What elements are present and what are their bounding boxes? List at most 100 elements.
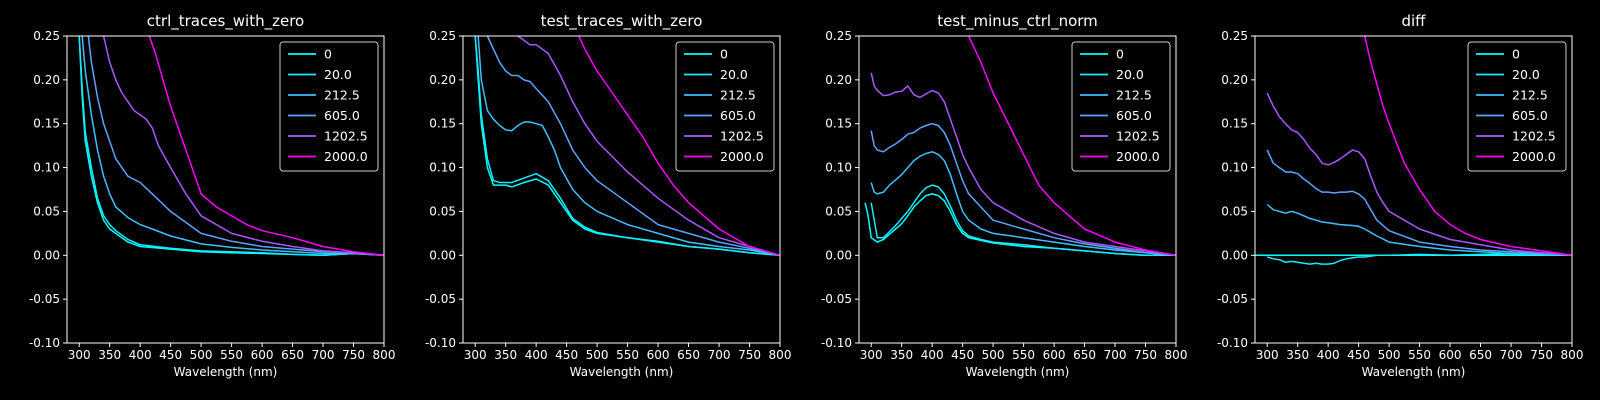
legend-label: 20.0 [324,67,352,82]
y-tick-label: 0.00 [1221,248,1248,262]
x-tick-label: 750 [342,348,365,362]
series-line-605.0 [87,36,384,257]
x-tick-label: 350 [1286,348,1309,362]
legend-label: 212.5 [720,88,756,103]
series-lines [1255,36,1572,265]
x-tick-label: 750 [1530,348,1553,362]
legend-label: 2000.0 [720,149,764,164]
legend-label: 0 [324,47,332,62]
y-tick-label: -0.10 [425,336,456,350]
chart-panel-1: test_traces_with_zero 300 350 400 450 500 550 6… [425,12,792,379]
chart-title: diff [1401,12,1426,30]
legend-label: 1202.5 [720,129,764,144]
y-tick-label: 0.10 [825,161,852,175]
series-line-20.0 [474,36,780,257]
series-line-1202.5 [870,72,1176,257]
x-axis-label: Wavelength (nm) [570,365,674,379]
legend-label: 20.0 [720,67,748,82]
x-tick-label: 700 [708,348,731,362]
y-tick-label: -0.10 [1217,336,1248,350]
x-tick-label: 450 [1347,348,1370,362]
series-line-20.0 [870,184,1176,257]
series-line-605.0 [870,122,1176,257]
x-tick-label: 450 [951,348,974,362]
x-tick-label: 350 [494,348,517,362]
x-axis-label: Wavelength (nm) [966,365,1070,379]
legend-label: 605.0 [324,108,360,123]
series-line-2000.0 [968,36,1176,257]
x-tick-label: 550 [1408,348,1431,362]
legend-label: 1202.5 [1512,129,1556,144]
x-tick-label: 800 [1561,348,1584,362]
x-tick-label: 300 [860,348,883,362]
axes-frame [462,35,781,344]
legend-label: 20.0 [1116,67,1144,82]
chart-panel-2: test_minus_ctrl_norm 300 350 400 450 500 550 60… [821,12,1188,379]
y-tick-label: 0.10 [429,161,456,175]
y-tick-label: 0.25 [429,29,456,43]
x-tick-label: 750 [1134,348,1157,362]
series-line-2000.0 [578,36,780,257]
y-tick-label: -0.05 [1217,292,1248,306]
y-tick-label: 0.25 [33,29,60,43]
series-lines [78,36,384,257]
series-line-212.5 [477,36,780,257]
y-tick-label: 0.10 [1221,161,1248,175]
x-tick-label: 800 [373,348,396,362]
series-line-212.5 [1266,203,1572,257]
y-tick-label: 0.05 [1221,204,1248,218]
x-tick-label: 600 [647,348,670,362]
chart-title: test_traces_with_zero [541,12,703,31]
y-tick-label: 0.05 [825,204,852,218]
legend-label: 2000.0 [1512,149,1556,164]
chart-panel-0: ctrl_traces_with_zero 300 350 400 450 500 550 6… [29,12,396,379]
series-line-1202.5 [1266,92,1572,257]
y-tick-label: 0.25 [825,29,852,43]
legend-label: 605.0 [1116,108,1152,123]
series-line-20.0 [1266,252,1572,265]
x-tick-label: 400 [525,348,548,362]
y-tick-label: -0.10 [821,336,852,350]
x-tick-label: 700 [1104,348,1127,362]
series-line-2000.0 [1363,36,1572,257]
y-tick-label: -0.05 [425,292,456,306]
legend-label: 20.0 [1512,67,1540,82]
x-tick-label: 600 [1439,348,1462,362]
series-line-2000.0 [148,36,384,257]
x-tick-label: 650 [1469,348,1492,362]
x-tick-label: 800 [1165,348,1188,362]
x-axis-label: Wavelength (nm) [1362,365,1466,379]
x-tick-label: 500 [190,348,213,362]
y-tick-label: 0.20 [33,73,60,87]
x-tick-label: 650 [281,348,304,362]
x-tick-label: 800 [769,348,792,362]
axes-frame [1254,35,1573,344]
series-line-212.5 [870,151,1176,257]
legend: 0 20.0 212.5 605.0 1202.5 2000.0 [1071,41,1171,172]
legend-label: 1202.5 [1116,129,1160,144]
y-tick-label: -0.05 [821,292,852,306]
x-tick-label: 600 [251,348,274,362]
chart-title: test_minus_ctrl_norm [937,12,1098,31]
y-tick-label: 0.15 [1221,117,1248,131]
legend-label: 605.0 [1512,108,1548,123]
legend-label: 212.5 [1116,88,1152,103]
legend: 0 20.0 212.5 605.0 1202.5 2000.0 [675,41,775,172]
legend: 0 20.0 212.5 605.0 1202.5 2000.0 [279,41,379,172]
x-tick-label: 400 [921,348,944,362]
y-tick-label: 0.00 [429,248,456,262]
chart-panels: ctrl_traces_with_zero 300 350 400 450 500 550 6… [29,12,1584,379]
x-tick-label: 550 [220,348,243,362]
y-tick-label: 0.05 [429,204,456,218]
series-line-605.0 [486,36,780,257]
legend-label: 212.5 [1512,88,1548,103]
y-tick-label: 0.10 [33,161,60,175]
y-tick-label: 0.20 [429,73,456,87]
y-tick-label: -0.05 [29,292,60,306]
series-line-212.5 [81,36,384,257]
x-tick-label: 500 [982,348,1005,362]
x-tick-label: 700 [1500,348,1523,362]
x-tick-label: 350 [890,348,913,362]
series-line-20.0 [78,36,384,257]
y-tick-label: 0.05 [33,204,60,218]
